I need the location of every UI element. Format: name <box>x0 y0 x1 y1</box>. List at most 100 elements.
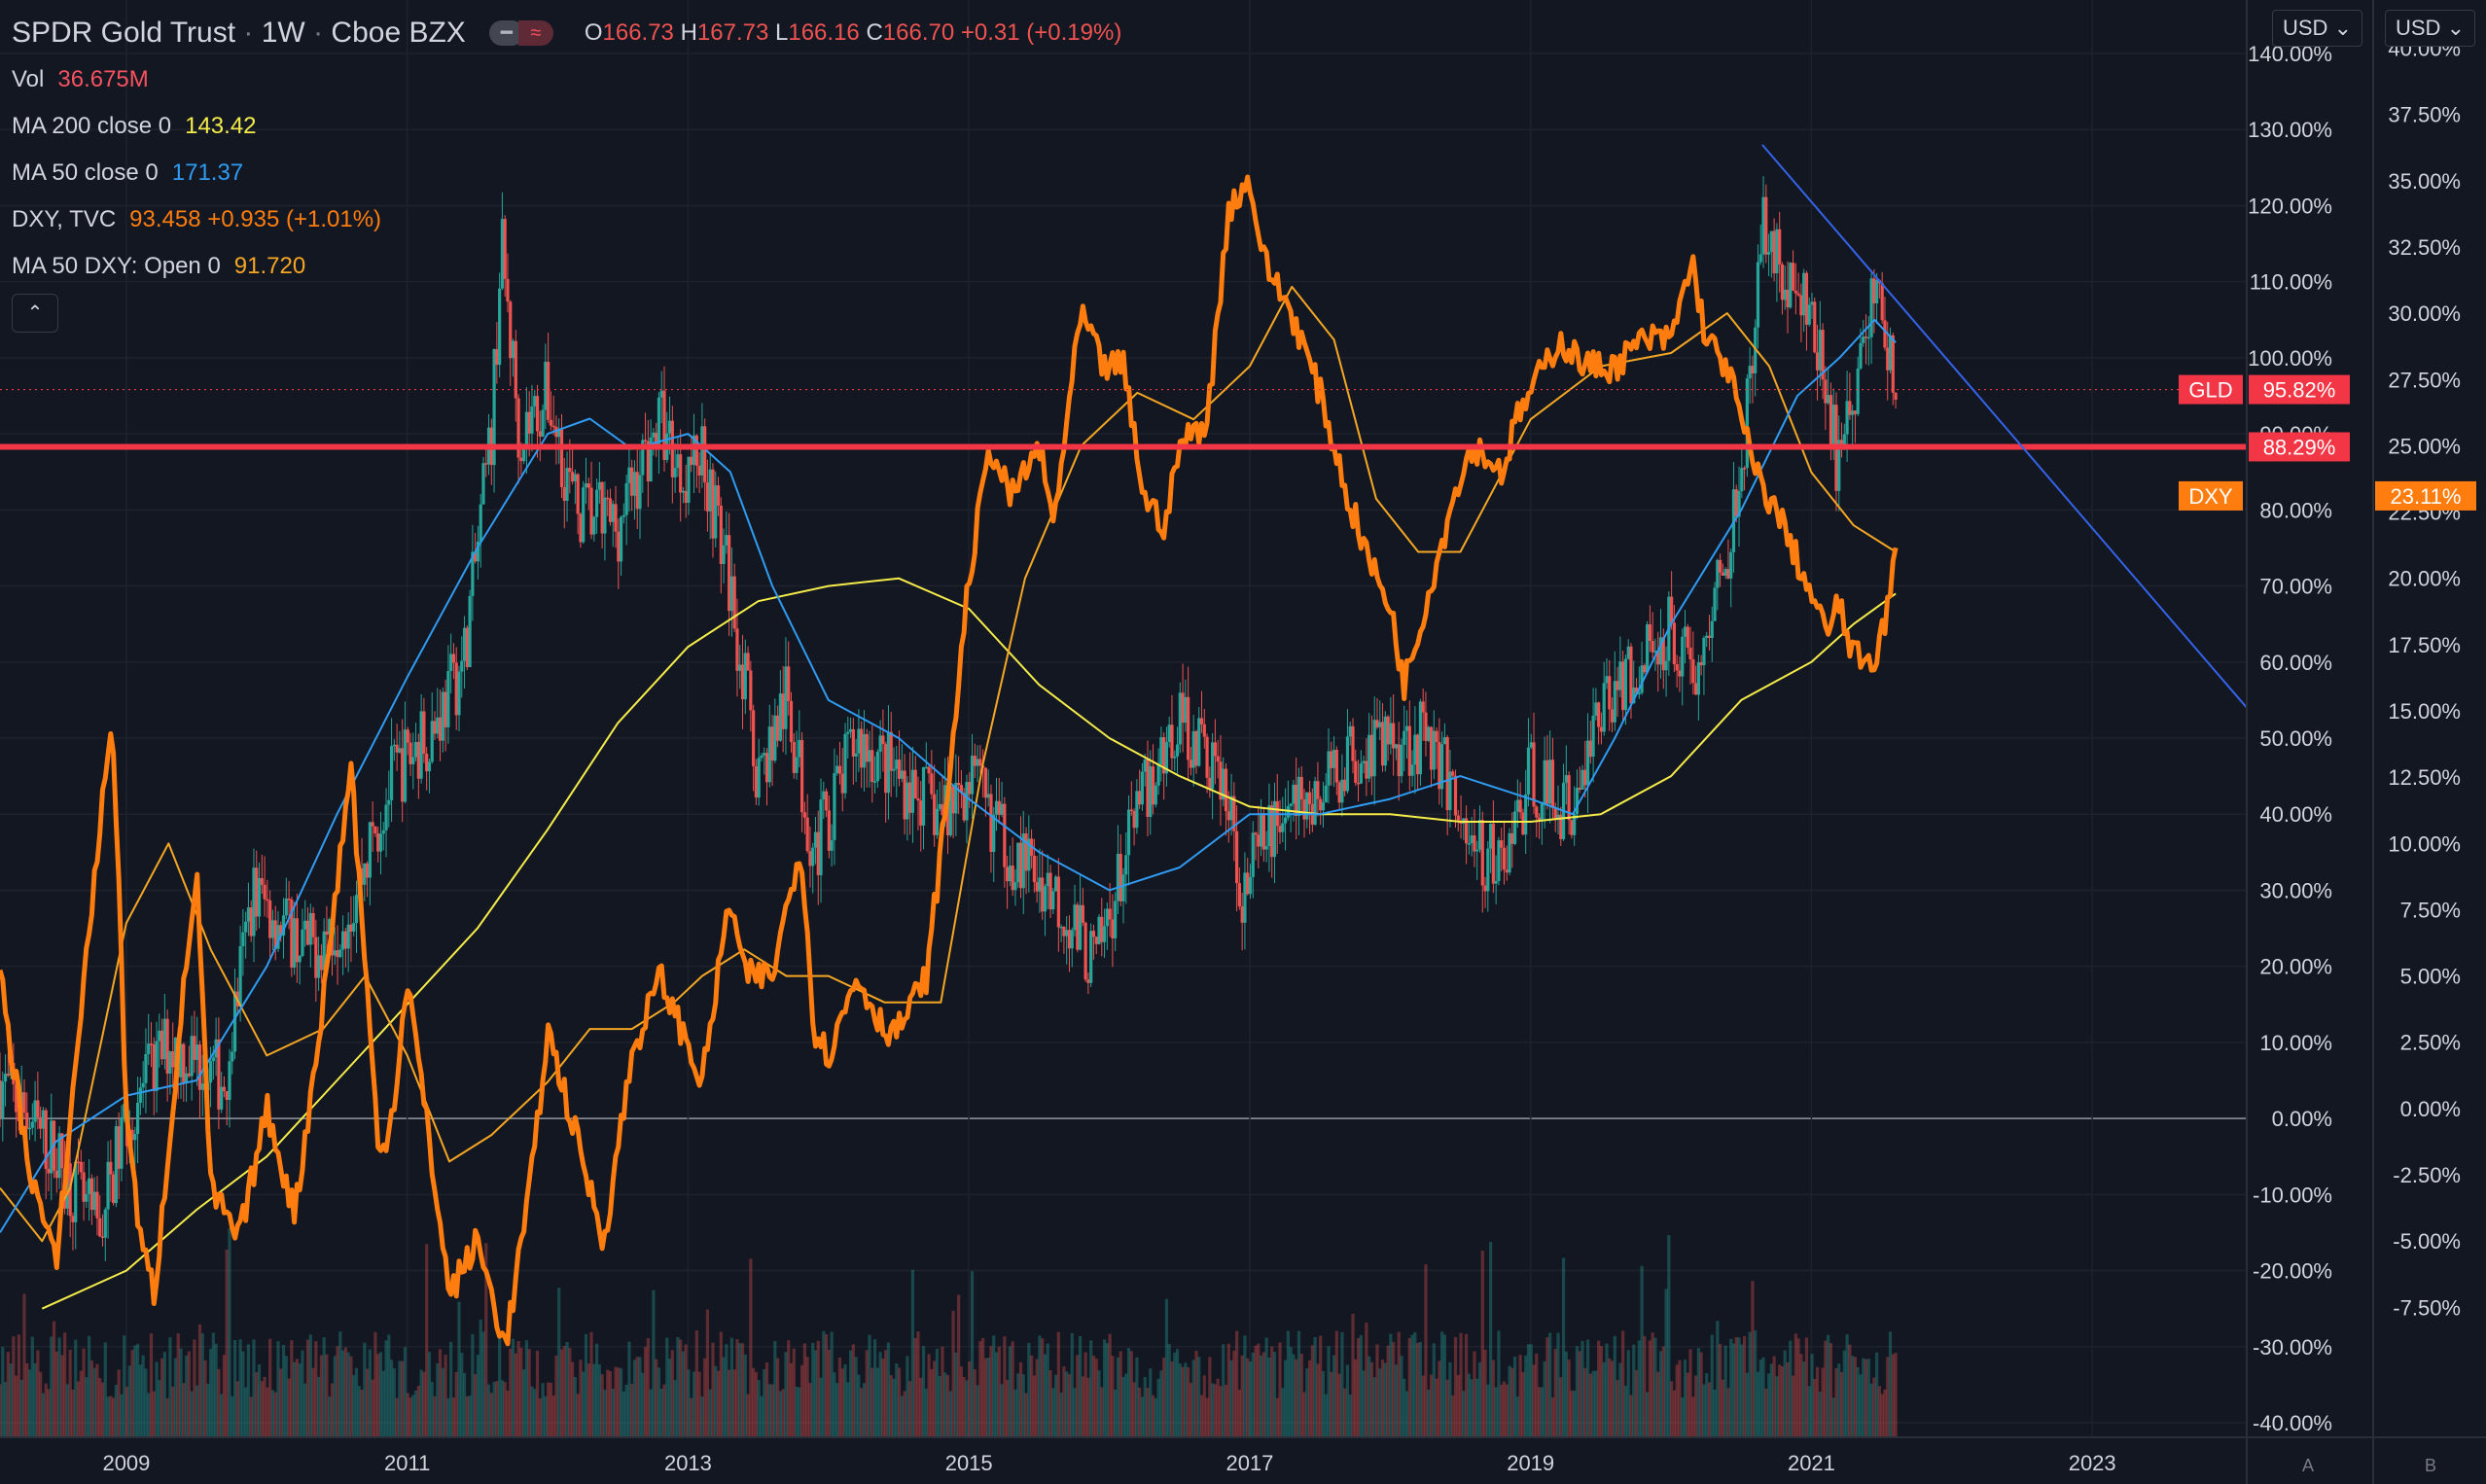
legend-item[interactable]: DXY, TVC 93.458 +0.935 (+1.01%) <box>12 196 1121 243</box>
candle-body <box>1191 730 1195 768</box>
candle-body <box>263 884 266 900</box>
candle-body <box>144 1053 148 1083</box>
candle-body <box>427 761 432 772</box>
auto-scale-button[interactable]: A <box>2301 1456 2314 1475</box>
candle-body <box>1875 279 1879 303</box>
candle-body <box>1091 931 1096 937</box>
dxy-ma50-line <box>0 285 1897 1243</box>
volume-bar <box>76 1381 81 1437</box>
currency-select-left[interactable]: USD ⌄ <box>2272 10 2363 47</box>
candle-body <box>363 863 367 885</box>
volume-bar <box>1348 1395 1352 1437</box>
volume-bar <box>878 1352 882 1437</box>
log-scale-button[interactable]: B <box>2424 1456 2436 1475</box>
volume-bar <box>951 1310 955 1437</box>
legend-item[interactable]: MA 50 close 0 171.37 <box>12 150 1121 196</box>
wave-icon[interactable]: ≈ <box>517 20 553 46</box>
visibility-toggle[interactable]: ━ ≈ <box>488 20 553 46</box>
currency-select-right[interactable]: USD ⌄ <box>2385 10 2476 47</box>
volume-bar <box>600 1374 604 1437</box>
legend-item[interactable]: MA 200 close 0 143.42 <box>12 103 1121 150</box>
candle-body <box>951 786 955 814</box>
volume-bar <box>1021 1374 1025 1437</box>
volume-bar <box>586 1363 590 1437</box>
candle-body <box>1545 760 1549 804</box>
volume-bar <box>1213 1384 1217 1437</box>
legend-item[interactable]: Vol 36.675M <box>12 56 1121 103</box>
volume-bar <box>19 1379 23 1437</box>
candle-body <box>770 726 774 761</box>
candle-body <box>1851 410 1855 415</box>
volume-bar <box>1683 1360 1687 1437</box>
volume-bar <box>1100 1387 1104 1437</box>
volume-bar <box>1181 1366 1185 1437</box>
candle-body <box>1164 742 1169 774</box>
volume-bar <box>365 1368 370 1437</box>
candle-body <box>1783 289 1787 300</box>
volume-bar <box>22 1293 26 1437</box>
candle-body <box>231 1051 234 1062</box>
right-axis-tick: 0.00% <box>2400 1097 2461 1121</box>
candle-body <box>1078 904 1083 950</box>
left-axis-tick: 10.00% <box>2259 1031 2332 1055</box>
volume-bar <box>1548 1332 1552 1437</box>
right-axis-tick: 35.00% <box>2388 169 2461 194</box>
candle-body <box>1796 293 1800 296</box>
volume-bar <box>968 1360 972 1437</box>
candle-body <box>85 1193 89 1202</box>
volume-bar <box>106 1396 110 1437</box>
volume-bar <box>690 1397 693 1437</box>
candle-body <box>624 482 628 515</box>
volume-bar <box>1740 1344 1744 1437</box>
interval[interactable]: 1W <box>261 17 305 49</box>
volume-bar <box>287 1378 291 1437</box>
candle-body <box>422 711 426 755</box>
candle-body <box>1189 760 1193 768</box>
volume-bar <box>208 1349 213 1437</box>
candle-body <box>530 406 534 434</box>
collapse-legend-button[interactable]: ⌃ <box>12 294 58 333</box>
candle-body <box>41 1110 46 1129</box>
volume-bar <box>1030 1355 1034 1437</box>
candle-body <box>728 535 731 612</box>
volume-bar <box>1032 1375 1036 1437</box>
volume-bar <box>184 1355 189 1437</box>
candle-body <box>935 808 940 835</box>
left-axis-tick: 20.00% <box>2259 955 2332 979</box>
volume-bar <box>1470 1379 1474 1437</box>
volume-bar <box>1532 1364 1536 1437</box>
candle-body <box>474 551 478 562</box>
volume-bar <box>787 1340 791 1437</box>
volume-bar <box>273 1392 277 1437</box>
candle-body <box>171 1051 175 1068</box>
volume-bar <box>840 1368 844 1437</box>
candle-body <box>1016 842 1020 883</box>
candle-body <box>389 746 394 800</box>
volume-bar <box>622 1391 625 1437</box>
candle-body <box>1799 295 1803 316</box>
candle-body <box>1389 723 1393 745</box>
volume-bar <box>1132 1382 1136 1437</box>
candle-body <box>246 907 251 922</box>
volume-bar <box>1008 1346 1012 1437</box>
price-badge <box>2249 374 2350 405</box>
candle-body <box>1751 366 1755 373</box>
volume-bar <box>98 1378 102 1437</box>
volume-bar <box>444 1355 447 1437</box>
candle-body <box>117 1126 121 1169</box>
candle-body <box>1073 904 1077 931</box>
volume-bar <box>665 1337 669 1437</box>
candle-body <box>1283 817 1288 824</box>
volume-bar <box>697 1371 701 1437</box>
right-axis-tick: 15.00% <box>2388 699 2461 724</box>
legend-item[interactable]: MA 50 DXY: Open 0 91.720 <box>12 243 1121 290</box>
volume-bar <box>1175 1349 1180 1437</box>
candle-body <box>384 804 388 830</box>
candle-body <box>273 920 277 949</box>
dxy-line <box>0 174 1899 1347</box>
candle-body <box>579 513 583 543</box>
candle-body <box>1764 196 1768 255</box>
candle-body <box>1362 760 1366 763</box>
candle-body <box>738 664 742 671</box>
